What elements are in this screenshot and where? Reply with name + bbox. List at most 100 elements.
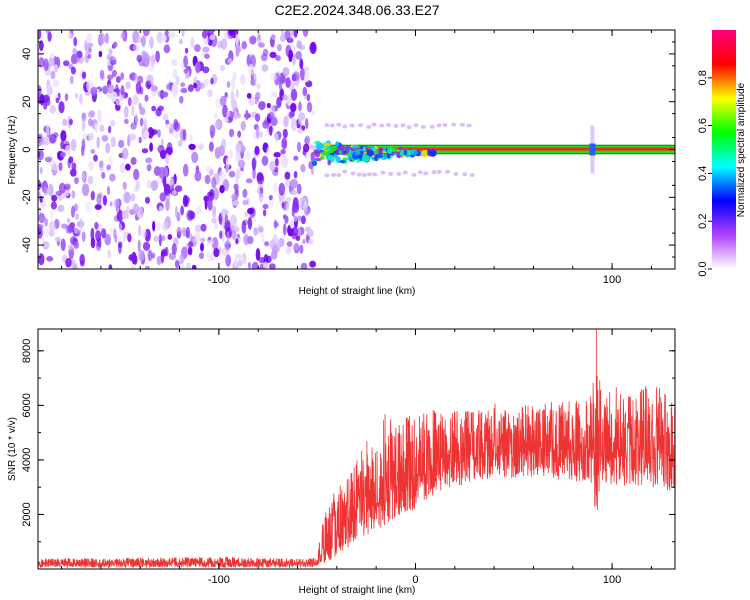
noise-blob bbox=[43, 186, 48, 196]
noise-blob bbox=[293, 30, 298, 38]
noise-blob bbox=[278, 182, 286, 196]
noise-blob bbox=[140, 117, 144, 127]
noise-blob bbox=[66, 32, 74, 40]
noise-blob bbox=[280, 149, 286, 155]
noise-blob bbox=[189, 133, 193, 145]
noise-blob bbox=[193, 82, 198, 89]
noise-blob bbox=[213, 187, 220, 201]
transition-blob bbox=[335, 140, 340, 147]
noise-blob bbox=[122, 230, 127, 242]
noise-blob bbox=[204, 174, 211, 185]
noise-blob bbox=[156, 221, 161, 231]
noise-blob bbox=[187, 84, 194, 92]
noise-blob bbox=[101, 228, 107, 239]
noise-blob bbox=[158, 233, 162, 247]
noise-blob bbox=[175, 205, 178, 219]
noise-blob bbox=[86, 33, 93, 43]
noise-blob bbox=[235, 150, 242, 163]
noise-blob bbox=[293, 215, 298, 222]
noise-blob bbox=[211, 176, 217, 189]
noise-blob bbox=[149, 36, 154, 49]
noise-blob bbox=[108, 264, 113, 269]
noise-blob bbox=[305, 118, 309, 130]
noise-blob bbox=[237, 130, 242, 138]
y-tick-label: 20 bbox=[21, 96, 33, 108]
noise-blob bbox=[158, 166, 166, 179]
noise-blob bbox=[298, 112, 306, 121]
noise-blob bbox=[221, 38, 228, 50]
noise-blob bbox=[125, 163, 131, 171]
noise-blob bbox=[141, 148, 149, 154]
noise-blob bbox=[285, 77, 291, 88]
noise-blob bbox=[240, 74, 246, 85]
noise-blob bbox=[39, 166, 43, 175]
noise-blob bbox=[292, 71, 300, 82]
spectrogram-x-axis-label: Height of straight line (km) bbox=[299, 286, 416, 297]
y-tick-label: -40 bbox=[21, 237, 33, 253]
noise-blob bbox=[93, 154, 98, 162]
noise-blob bbox=[131, 104, 135, 117]
sideband-blob bbox=[379, 123, 385, 128]
noise-blob bbox=[133, 168, 140, 181]
noise-blob bbox=[258, 101, 266, 111]
noise-blob bbox=[65, 257, 72, 268]
noise-blob bbox=[109, 201, 113, 207]
noise-blob bbox=[87, 53, 92, 59]
noise-blob bbox=[298, 101, 302, 112]
noise-blob bbox=[81, 71, 87, 80]
noise-blob bbox=[70, 139, 77, 152]
noise-blob bbox=[214, 222, 218, 230]
noise-blob bbox=[274, 166, 279, 173]
noise-blob bbox=[190, 37, 195, 49]
noise-blob bbox=[102, 195, 107, 206]
noise-blob bbox=[274, 55, 281, 61]
noise-blob bbox=[143, 118, 147, 131]
noise-blob bbox=[121, 147, 129, 160]
noise-blob bbox=[117, 234, 122, 243]
noise-blob bbox=[79, 253, 85, 265]
noise-blob bbox=[225, 254, 232, 267]
noise-blob bbox=[81, 183, 90, 197]
noise-blob bbox=[52, 79, 60, 88]
noise-blob bbox=[297, 215, 302, 222]
noise-blob bbox=[96, 193, 102, 206]
transition-blob bbox=[375, 153, 384, 159]
noise-blob bbox=[266, 147, 270, 155]
noise-blob bbox=[258, 226, 264, 233]
noise-blob bbox=[156, 255, 162, 266]
noise-blob bbox=[258, 256, 266, 264]
noise-blob bbox=[269, 125, 273, 136]
noise-blob bbox=[188, 143, 196, 150]
noise-blob bbox=[233, 257, 238, 268]
noise-blob bbox=[69, 75, 74, 85]
noise-blob bbox=[231, 100, 238, 113]
noise-blob bbox=[230, 214, 237, 227]
noise-blob bbox=[182, 128, 187, 141]
noise-blob bbox=[256, 83, 261, 90]
noise-blob bbox=[295, 50, 302, 60]
noise-blob bbox=[171, 84, 178, 98]
sideband-blob bbox=[342, 124, 348, 129]
noise-blob bbox=[38, 40, 44, 51]
noise-blob bbox=[219, 230, 223, 239]
noise-blob bbox=[284, 179, 291, 188]
transition-blob bbox=[391, 148, 398, 152]
noise-blob bbox=[71, 205, 75, 218]
noise-blob bbox=[38, 149, 44, 161]
noise-blob bbox=[109, 173, 116, 182]
noise-blob bbox=[60, 140, 65, 150]
y-tick-label: 6000 bbox=[21, 393, 33, 417]
noise-blob bbox=[125, 81, 131, 90]
noise-blob bbox=[44, 217, 48, 227]
noise-blobs bbox=[38, 30, 317, 269]
noise-blob bbox=[38, 224, 44, 230]
colorbar-axis: 0.0 0.2 0.4 0.6 0.8 bbox=[697, 70, 712, 277]
noise-blob bbox=[81, 171, 86, 182]
noise-blob bbox=[58, 182, 66, 194]
sideband-blob bbox=[442, 122, 448, 127]
noise-blob bbox=[57, 204, 65, 212]
noise-blob bbox=[105, 142, 111, 154]
noise-blob bbox=[225, 164, 229, 173]
noise-blob bbox=[142, 52, 150, 65]
noise-blob bbox=[304, 66, 309, 72]
